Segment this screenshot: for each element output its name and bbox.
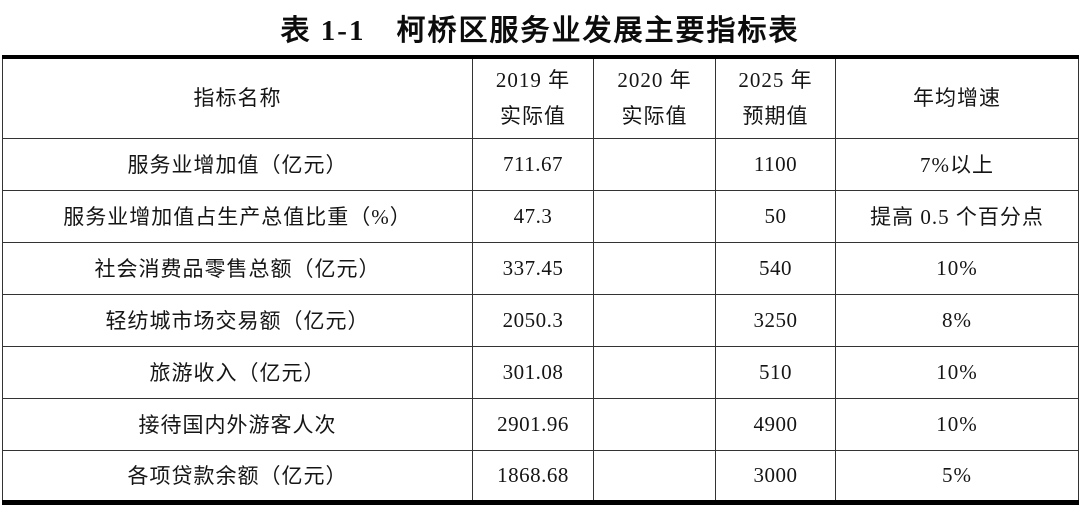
cell-2020-actual (593, 189, 716, 243)
cell-indicator-name: 服务业增加值（亿元） (2, 137, 473, 191)
cell-annual-growth: 10% (835, 345, 1079, 399)
cell-annual-growth: 10% (835, 397, 1079, 451)
table-row: 社会消费品零售总额（亿元） 337.45 540 10% (2, 241, 1079, 295)
cell-2025-expected: 50 (715, 189, 836, 243)
cell-annual-growth: 5% (835, 449, 1079, 503)
table-row: 旅游收入（亿元） 301.08 510 10% (2, 345, 1079, 399)
cell-indicator-name: 接待国内外游客人次 (2, 397, 473, 451)
column-header-y2020: 2020 年 实际值 (593, 56, 716, 139)
cell-annual-growth: 提高 0.5 个百分点 (835, 189, 1079, 243)
cell-indicator-name: 服务业增加值占生产总值比重（%） (2, 189, 473, 243)
cell-2020-actual (593, 397, 716, 451)
cell-annual-growth: 7%以上 (835, 137, 1079, 191)
indicators-table: 指标名称 2019 年 实际值 2020 年 实际值 2025 年 预期值 年均增速 服… (2, 55, 1079, 505)
cell-2020-actual (593, 137, 716, 191)
cell-indicator-name: 社会消费品零售总额（亿元） (2, 241, 473, 295)
cell-2025-expected: 3000 (715, 449, 836, 503)
cell-2025-expected: 510 (715, 345, 836, 399)
cell-2025-expected: 3250 (715, 293, 836, 347)
cell-2019-actual: 1868.68 (472, 449, 594, 503)
cell-2019-actual: 2901.96 (472, 397, 594, 451)
cell-2025-expected: 4900 (715, 397, 836, 451)
table-row: 服务业增加值占生产总值比重（%） 47.3 50 提高 0.5 个百分点 (2, 189, 1079, 243)
cell-indicator-name: 旅游收入（亿元） (2, 345, 473, 399)
cell-2025-expected: 1100 (715, 137, 836, 191)
table-row: 各项贷款余额（亿元） 1868.68 3000 5% (2, 449, 1079, 503)
cell-indicator-name: 轻纺城市场交易额（亿元） (2, 293, 473, 347)
cell-2020-actual (593, 449, 716, 503)
column-header-indicator: 指标名称 (2, 56, 473, 139)
cell-2019-actual: 47.3 (472, 189, 594, 243)
cell-2020-actual (593, 293, 716, 347)
table-header-row: 指标名称 2019 年 实际值 2020 年 实际值 2025 年 预期值 年均增速 (2, 56, 1079, 139)
cell-annual-growth: 8% (835, 293, 1079, 347)
cell-2020-actual (593, 241, 716, 295)
cell-2025-expected: 540 (715, 241, 836, 295)
column-header-y2025: 2025 年 预期值 (715, 56, 836, 139)
column-header-y2019: 2019 年 实际值 (472, 56, 594, 139)
table-body: 服务业增加值（亿元） 711.67 1100 7%以上 服务业增加值占生产总值比… (2, 137, 1079, 503)
table-title: 表 1-1 柯桥区服务业发展主要指标表 (280, 14, 800, 47)
cell-2019-actual: 337.45 (472, 241, 594, 295)
cell-2019-actual: 711.67 (472, 137, 594, 191)
table-header: 指标名称 2019 年 实际值 2020 年 实际值 2025 年 预期值 年均增速 (2, 56, 1079, 139)
table-row: 轻纺城市场交易额（亿元） 2050.3 3250 8% (2, 293, 1079, 347)
cell-2020-actual (593, 345, 716, 399)
cell-2019-actual: 301.08 (472, 345, 594, 399)
cell-indicator-name: 各项贷款余额（亿元） (2, 449, 473, 503)
table-row: 服务业增加值（亿元） 711.67 1100 7%以上 (2, 137, 1079, 191)
column-header-growth: 年均增速 (835, 56, 1079, 139)
cell-annual-growth: 10% (835, 241, 1079, 295)
cell-2019-actual: 2050.3 (472, 293, 594, 347)
table-row: 接待国内外游客人次 2901.96 4900 10% (2, 397, 1079, 451)
